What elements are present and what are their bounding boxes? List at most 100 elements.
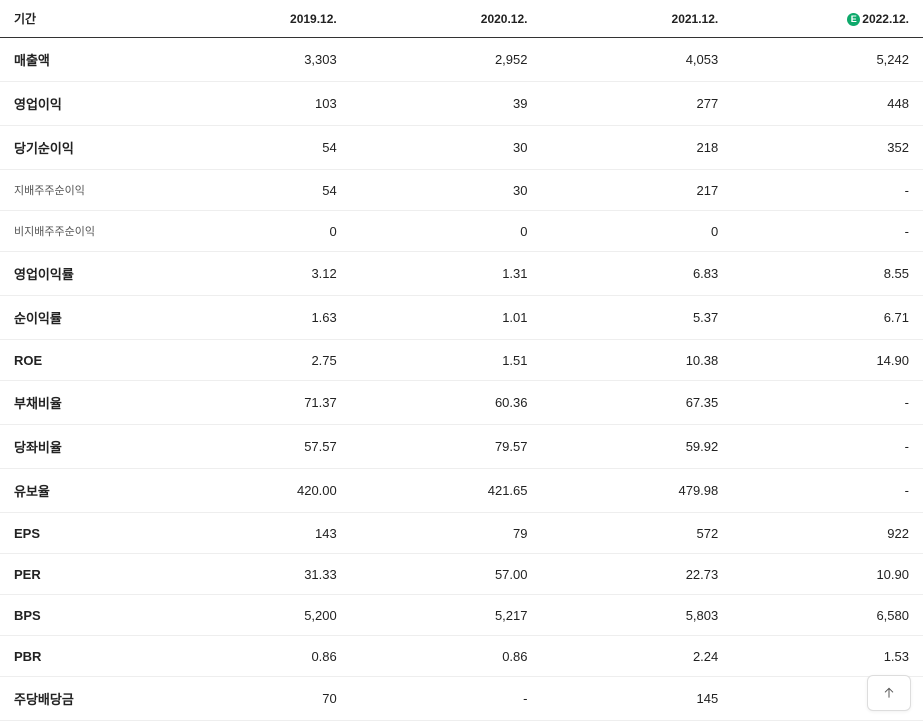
col-2020: 2020.12.	[351, 0, 542, 38]
cell-value: 352	[732, 126, 923, 170]
cell-value: 572	[542, 513, 733, 554]
table-row: 당좌비율57.5779.5759.92-	[0, 425, 923, 469]
cell-value: 0.86	[351, 636, 542, 677]
cell-value: 14.90	[732, 340, 923, 381]
cell-value: 1.51	[351, 340, 542, 381]
cell-value: -	[351, 677, 542, 721]
cell-value: -	[732, 425, 923, 469]
row-label: 부채비율	[0, 381, 160, 425]
cell-value: 217	[542, 170, 733, 211]
table-row: 유보율420.00421.65479.98-	[0, 469, 923, 513]
cell-value: 5.37	[542, 296, 733, 340]
row-label: 영업이익률	[0, 252, 160, 296]
cell-value: 54	[160, 126, 351, 170]
financials-table: 기간 2019.12. 2020.12. 2021.12. E2022.12. …	[0, 0, 923, 721]
row-label: PER	[0, 554, 160, 595]
cell-value: 6,580	[732, 595, 923, 636]
col-2022-label: 2022.12.	[862, 12, 909, 26]
cell-value: -	[732, 381, 923, 425]
cell-value: 59.92	[542, 425, 733, 469]
table-row: 주당배당금70-145	[0, 677, 923, 721]
table-row: 매출액3,3032,9524,0535,242	[0, 38, 923, 82]
cell-value: 79	[351, 513, 542, 554]
cell-value: 30	[351, 170, 542, 211]
row-label: BPS	[0, 595, 160, 636]
cell-value: -	[732, 211, 923, 252]
cell-value: -	[732, 170, 923, 211]
cell-value: 10.90	[732, 554, 923, 595]
cell-value: 71.37	[160, 381, 351, 425]
table-row: 영업이익률3.121.316.838.55	[0, 252, 923, 296]
cell-value: 10.38	[542, 340, 733, 381]
cell-value: 1.63	[160, 296, 351, 340]
cell-value: 79.57	[351, 425, 542, 469]
row-label: 당기순이익	[0, 126, 160, 170]
cell-value: 2.75	[160, 340, 351, 381]
cell-value: 143	[160, 513, 351, 554]
cell-value: 2.24	[542, 636, 733, 677]
header-row: 기간 2019.12. 2020.12. 2021.12. E2022.12.	[0, 0, 923, 38]
row-label: ROE	[0, 340, 160, 381]
cell-value: -	[732, 469, 923, 513]
cell-value: 1.53	[732, 636, 923, 677]
col-2019: 2019.12.	[160, 0, 351, 38]
estimate-badge-icon: E	[847, 13, 860, 26]
table-row: 비지배주주순이익000-	[0, 211, 923, 252]
table-row: PER31.3357.0022.7310.90	[0, 554, 923, 595]
cell-value: 5,242	[732, 38, 923, 82]
table-row: 부채비율71.3760.3667.35-	[0, 381, 923, 425]
cell-value: 3.12	[160, 252, 351, 296]
cell-value: 6.83	[542, 252, 733, 296]
cell-value: 0	[351, 211, 542, 252]
cell-value: 0.86	[160, 636, 351, 677]
cell-value: 145	[542, 677, 733, 721]
row-label: EPS	[0, 513, 160, 554]
table-row: 지배주주순이익5430217-	[0, 170, 923, 211]
cell-value: 70	[160, 677, 351, 721]
cell-value: 57.57	[160, 425, 351, 469]
cell-value: 448	[732, 82, 923, 126]
scroll-to-top-button[interactable]	[867, 675, 911, 711]
cell-value: 1.01	[351, 296, 542, 340]
row-label: 주당배당금	[0, 677, 160, 721]
period-header: 기간	[0, 0, 160, 38]
cell-value: 39	[351, 82, 542, 126]
row-label: 영업이익	[0, 82, 160, 126]
cell-value: 60.36	[351, 381, 542, 425]
cell-value: 479.98	[542, 469, 733, 513]
row-label: 지배주주순이익	[0, 170, 160, 211]
cell-value: 420.00	[160, 469, 351, 513]
cell-value: 30	[351, 126, 542, 170]
table-row: ROE2.751.5110.3814.90	[0, 340, 923, 381]
table-row: 당기순이익5430218352	[0, 126, 923, 170]
row-label: 순이익률	[0, 296, 160, 340]
table-row: 영업이익10339277448	[0, 82, 923, 126]
cell-value: 2,952	[351, 38, 542, 82]
row-label: 유보율	[0, 469, 160, 513]
col-2022-estimate: E2022.12.	[732, 0, 923, 38]
cell-value: 0	[542, 211, 733, 252]
row-label: 매출액	[0, 38, 160, 82]
table-row: EPS14379572922	[0, 513, 923, 554]
cell-value: 31.33	[160, 554, 351, 595]
cell-value: 5,217	[351, 595, 542, 636]
cell-value: 277	[542, 82, 733, 126]
table-row: PBR0.860.862.241.53	[0, 636, 923, 677]
cell-value: 421.65	[351, 469, 542, 513]
cell-value: 5,200	[160, 595, 351, 636]
cell-value: 8.55	[732, 252, 923, 296]
table-row: 순이익률1.631.015.376.71	[0, 296, 923, 340]
cell-value: 0	[160, 211, 351, 252]
cell-value: 67.35	[542, 381, 733, 425]
col-2021: 2021.12.	[542, 0, 733, 38]
row-label: 당좌비율	[0, 425, 160, 469]
cell-value: 103	[160, 82, 351, 126]
cell-value: 6.71	[732, 296, 923, 340]
cell-value: 57.00	[351, 554, 542, 595]
row-label: 비지배주주순이익	[0, 211, 160, 252]
row-label: PBR	[0, 636, 160, 677]
cell-value: 4,053	[542, 38, 733, 82]
cell-value: 54	[160, 170, 351, 211]
cell-value: 922	[732, 513, 923, 554]
arrow-up-icon	[881, 685, 897, 701]
